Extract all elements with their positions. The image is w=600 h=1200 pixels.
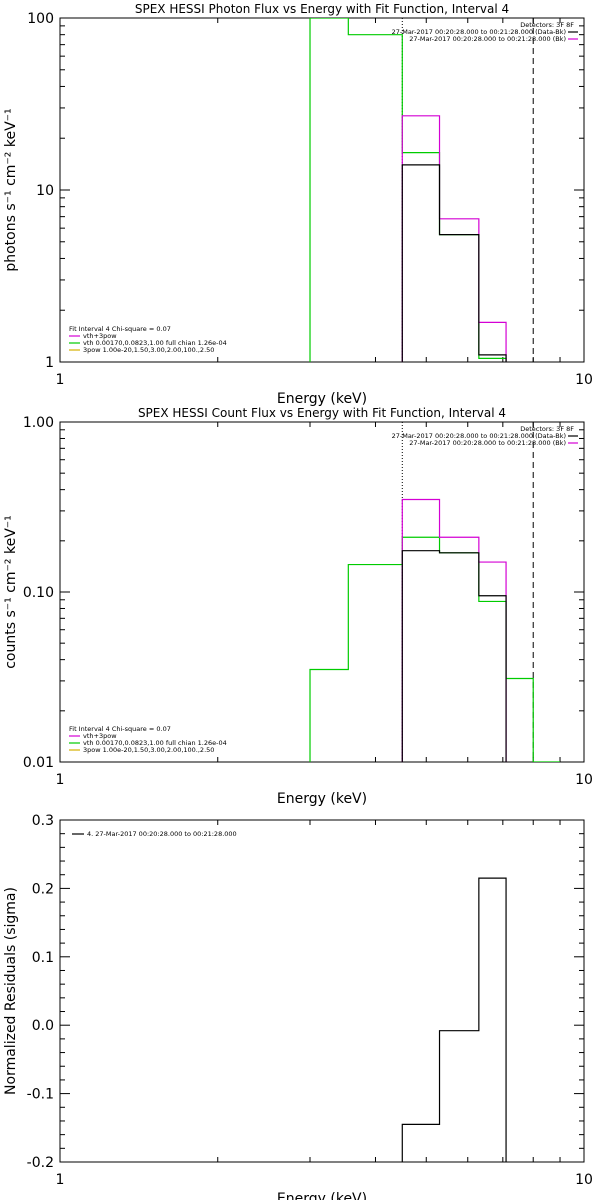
x-tick-label: 10 [575,372,593,388]
legend-left: Fit Interval 4 Chi-square = 0.07vth+3pow… [69,725,227,754]
legend-fit-info: Fit Interval 4 Chi-square = 0.07 [69,725,171,733]
x-axis-label: Energy (keV) [277,391,367,407]
y-tick-label: 100 [27,11,54,27]
legend-detectors: Detectors: 3F 8F [520,21,574,29]
legend-entry: 27-Mar-2017 00:20:28.000 to 00:21:28.000… [409,35,566,43]
y-tick-label: -0.2 [27,1155,54,1171]
y-axis-ticks: 1 10 100 [27,11,584,371]
chart-title: SPEX HESSI Count Flux vs Energy with Fit… [138,406,506,420]
x-tick-label: 1 [56,1172,65,1188]
x-tick-label: 1 [56,772,65,788]
legend-entry: vth 0.00170,0.0823,1.00 full chian 1.26e… [83,739,227,747]
y-tick-label: 0.01 [23,755,54,771]
x-tick-label: 10 [575,1172,593,1188]
y-axis-label: counts s⁻¹ cm⁻² keV⁻¹ [3,515,19,669]
legend-detectors: Detectors: 3F 8F [520,425,574,433]
x-tick-label: 1 [56,372,65,388]
y-axis-ticks: -0.2 -0.1 0.0 0.1 0.2 0.3 [27,813,584,1171]
legend-entry: vth 0.00170,0.0823,1.00 full chian 1.26e… [83,339,227,347]
plot-frame [59,819,585,1163]
series-2-histogram [401,498,507,762]
legend-entry: vth+3pow [83,332,117,340]
legend-entry: 4. 27-Mar-2017 00:20:28.000 to 00:21:28.… [87,830,237,838]
series-1-histogram [401,877,507,1162]
plot-frame [59,421,585,763]
x-axis-ticks: 1 10 [56,422,593,788]
y-axis-ticks: 0.01 0.10 1.00 [23,415,584,771]
legend-fit-info: Fit Interval 4 Chi-square = 0.07 [69,325,171,333]
legend-entry: vth+3pow [83,732,117,740]
data-series [401,877,507,1162]
panel-3: 1 10 -0.2 -0.1 0.0 0.1 0.2 0.3 Energy (keV) Norma… [3,813,593,1200]
plot-frame [59,17,585,363]
panel-2: SPEX HESSI Count Flux vs Energy with Fit… [3,406,593,807]
legend-entry: 3pow 1.00e-20,1.50,3.00,2.00,100.,2.50 [83,746,214,754]
series-3-histogram [309,536,561,762]
series-1-histogram [401,164,507,362]
y-tick-label: 0.2 [32,881,54,897]
y-axis-label: photons s⁻¹ cm⁻² keV⁻¹ [3,108,19,271]
x-axis-label: Energy (keV) [277,791,367,807]
legend-left: 4. 27-Mar-2017 00:20:28.000 to 00:21:28.… [72,830,237,838]
series-2-histogram [401,115,507,362]
data-series [309,498,561,762]
data-series [309,18,507,362]
x-axis-ticks: 1 10 [56,820,593,1188]
y-tick-label: 10 [36,183,54,199]
y-tick-label: 1 [45,355,54,371]
chart-title: SPEX HESSI Photon Flux vs Energy with Fi… [135,2,509,16]
y-tick-label: 0.10 [23,585,54,601]
y-tick-label: 0.0 [32,1018,54,1034]
legend-left: Fit Interval 4 Chi-square = 0.07vth+3pow… [69,325,227,354]
series-1-histogram [401,550,507,762]
x-axis-label: Energy (keV) [277,1191,367,1200]
panel-1: SPEX HESSI Photon Flux vs Energy with Fi… [3,2,593,407]
y-axis-label: Normalized Residuals (sigma) [3,887,19,1095]
legend-entry: 3pow 1.00e-20,1.50,3.00,2.00,100.,2.50 [83,346,214,354]
series-3-histogram [309,18,507,362]
x-tick-label: 10 [575,772,593,788]
legend-entry: 27-Mar-2017 00:20:28.000 to 00:21:28.000… [392,432,566,440]
y-tick-label: 0.3 [32,813,54,829]
legend-entry: 27-Mar-2017 00:20:28.000 to 00:21:28.000… [392,28,566,36]
y-tick-label: 1.00 [23,415,54,431]
y-tick-label: 0.1 [32,950,54,966]
y-tick-label: -0.1 [27,1087,54,1103]
legend-entry: 27-Mar-2017 00:20:28.000 to 00:21:28.000… [409,439,566,447]
